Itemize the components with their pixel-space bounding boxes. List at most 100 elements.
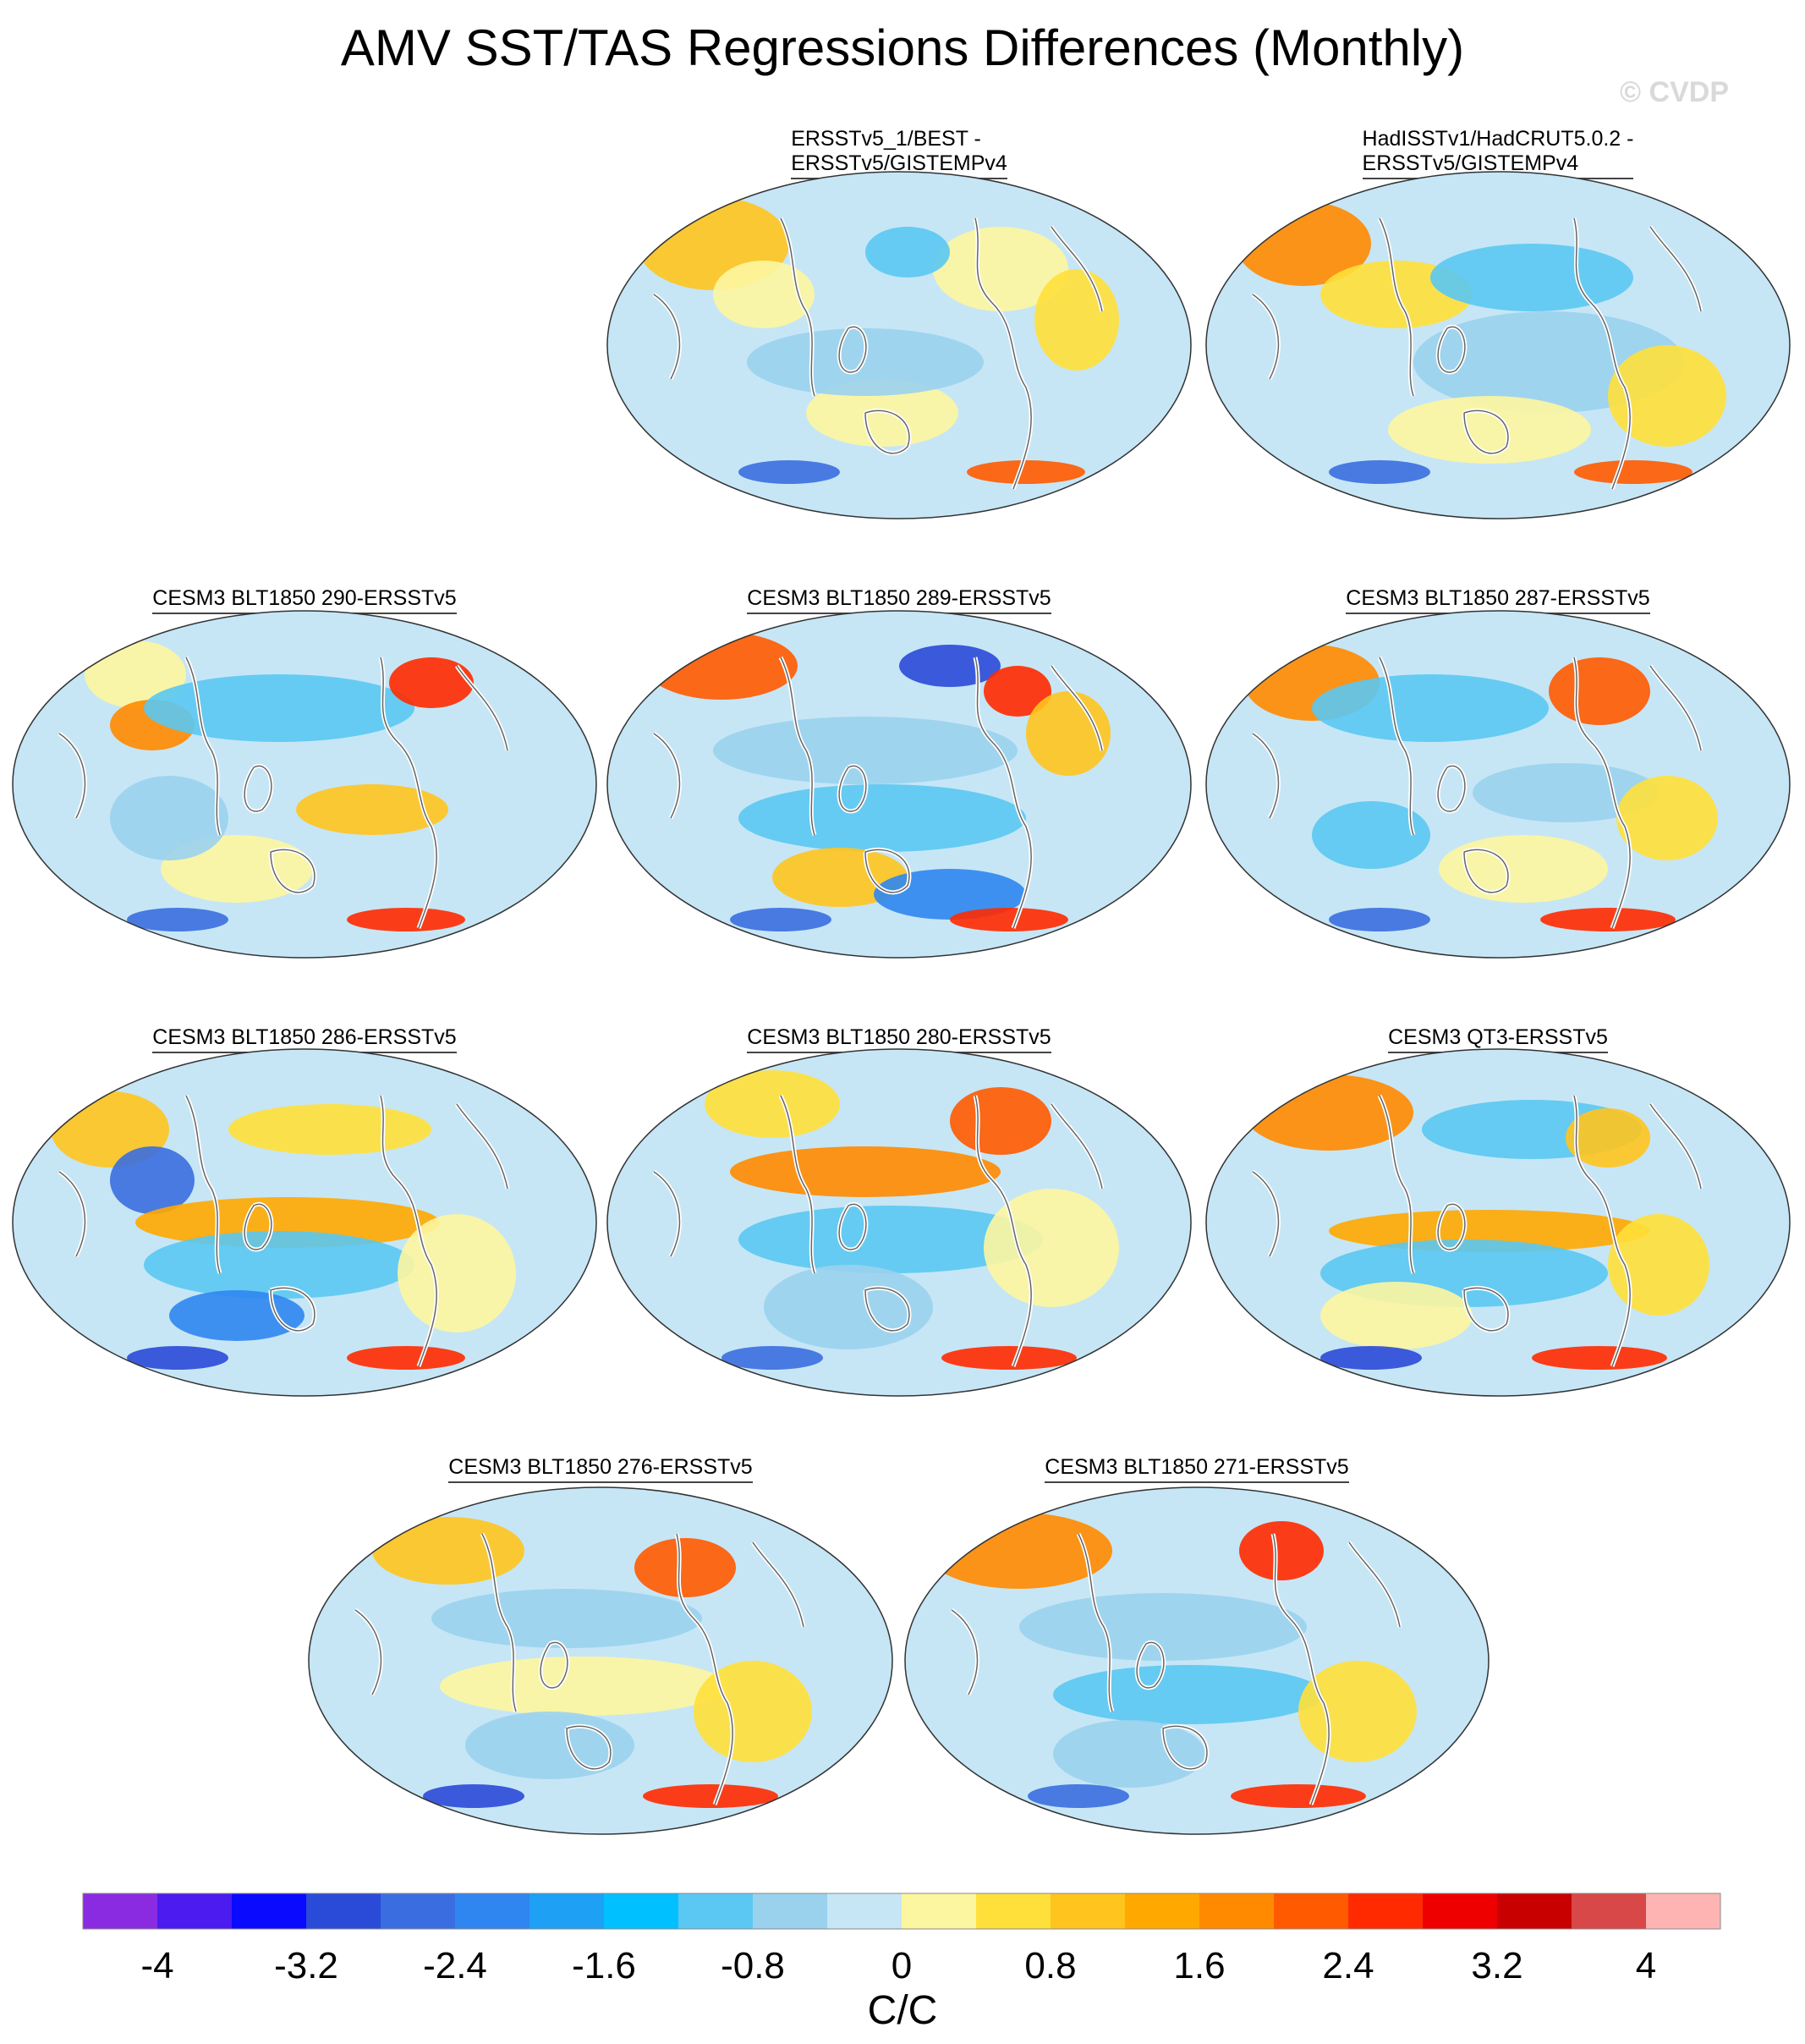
coastline <box>780 657 815 836</box>
coastline <box>653 1171 681 1257</box>
coastline <box>1162 1725 1208 1770</box>
colorbar-swatch <box>1051 1893 1126 1929</box>
coastline <box>270 1287 315 1332</box>
panel-title-8: CESM3 QT3-ERSSTv5 <box>1202 1025 1794 1053</box>
colorbar-swatch <box>1274 1893 1349 1929</box>
coastline <box>1649 226 1702 312</box>
anomaly-region <box>1329 908 1430 931</box>
anomaly-region <box>1616 776 1718 860</box>
anomaly-region <box>984 1189 1119 1307</box>
anomaly-region <box>738 1206 1043 1273</box>
map-panel-8 <box>1205 1048 1791 1397</box>
panel-title-line: CESM3 BLT1850 287-ERSSTv5 <box>1346 586 1650 610</box>
anomaly-region <box>730 1146 1001 1197</box>
colorbar-swatch <box>1125 1893 1200 1929</box>
coastline <box>1379 217 1414 397</box>
map-panel-7 <box>606 1048 1192 1397</box>
anomaly-region <box>730 908 831 931</box>
anomaly-region <box>899 645 1001 687</box>
anomaly-region <box>694 1661 812 1762</box>
coastline <box>653 294 681 380</box>
copyright-watermark: © CVDP <box>1620 76 1729 108</box>
coastline <box>838 1203 867 1250</box>
coastline <box>1379 657 1414 836</box>
coastline <box>244 765 272 812</box>
panel-title-line: CESM3 BLT1850 271-ERSSTv5 <box>1045 1455 1349 1479</box>
coastline <box>1348 1541 1401 1628</box>
map-panel-1 <box>606 171 1192 519</box>
coastline <box>244 1203 272 1250</box>
coastline <box>1051 665 1103 751</box>
anomaly-region <box>85 640 186 708</box>
anomaly-region <box>950 908 1068 931</box>
anomaly-region <box>941 1346 1077 1370</box>
map-panel-5 <box>1205 610 1791 959</box>
anomaly-region <box>645 632 798 700</box>
colorbar-tick-label: 1.6 <box>1173 1945 1225 1986</box>
coastline <box>951 1609 979 1695</box>
anomaly-region <box>1540 908 1676 931</box>
coastline <box>1463 1287 1509 1332</box>
coastline <box>1437 1203 1466 1250</box>
coastline <box>780 1095 815 1274</box>
coastline <box>1252 294 1280 380</box>
colorbar-swatch <box>306 1893 381 1929</box>
anomaly-region <box>634 1538 736 1597</box>
coastline <box>1463 849 1509 893</box>
coastline <box>354 1609 382 1695</box>
anomaly-region <box>933 227 1068 311</box>
colorbar-swatch <box>455 1893 530 1929</box>
colorbar-swatch <box>604 1893 679 1929</box>
coastline <box>185 1095 221 1274</box>
anomaly-region <box>1019 1593 1307 1661</box>
map-border <box>904 1486 1490 1835</box>
coastline <box>58 1171 86 1257</box>
anomaly-region <box>1608 345 1726 447</box>
panel-title-line: ERSSTv5_1/BEST - <box>791 127 981 151</box>
colorbar-swatch <box>1199 1893 1275 1929</box>
colorbar-tick-label: 2.4 <box>1322 1945 1374 1986</box>
anomaly-region <box>713 261 815 328</box>
anomaly-region <box>1298 1661 1417 1762</box>
anomaly-region <box>984 666 1051 717</box>
colorbar-frame <box>82 1893 1721 1930</box>
anomaly-region <box>738 460 840 484</box>
map-panel-6 <box>12 1048 597 1397</box>
anomaly-region <box>1532 1346 1667 1370</box>
map-panel-10 <box>904 1486 1490 1835</box>
coastline <box>752 1541 804 1628</box>
anomaly-region <box>1034 269 1119 371</box>
coastline <box>780 217 815 397</box>
anomaly-region <box>431 1589 702 1648</box>
anomaly-region <box>721 1346 823 1370</box>
coastline <box>1136 1641 1165 1689</box>
map-panel-3 <box>12 610 597 959</box>
anomaly-region <box>764 1265 933 1349</box>
anomaly-region <box>1549 657 1650 725</box>
colorbar-tick-label: 4 <box>1636 1945 1656 1986</box>
colorbar-tick-label: -0.8 <box>721 1945 785 1986</box>
coastline <box>566 1725 612 1770</box>
anomaly-region <box>296 784 448 835</box>
panel-title-4: CESM3 BLT1850 289-ERSSTv5 <box>603 586 1195 614</box>
anomaly-region <box>347 1346 465 1370</box>
coastline <box>270 849 315 893</box>
coastline <box>1573 657 1631 929</box>
anomaly-region <box>135 1197 440 1248</box>
colorbar-swatch <box>902 1893 977 1929</box>
colorbar-tick-label: 0 <box>892 1945 912 1986</box>
coastline <box>380 1095 437 1367</box>
colorbar-swatch <box>529 1893 605 1929</box>
anomaly-region <box>1329 460 1430 484</box>
anomaly-region <box>1608 1214 1709 1316</box>
coastline <box>481 1533 517 1712</box>
coastline <box>540 1641 568 1689</box>
coastline <box>1437 765 1466 812</box>
coastline <box>1437 326 1466 373</box>
coastline <box>1272 1533 1330 1805</box>
coastline <box>1051 1103 1103 1190</box>
colorbar-tick-label: 0.8 <box>1024 1945 1076 1986</box>
anomaly-region <box>705 1070 840 1138</box>
anomaly-region <box>1473 763 1659 822</box>
